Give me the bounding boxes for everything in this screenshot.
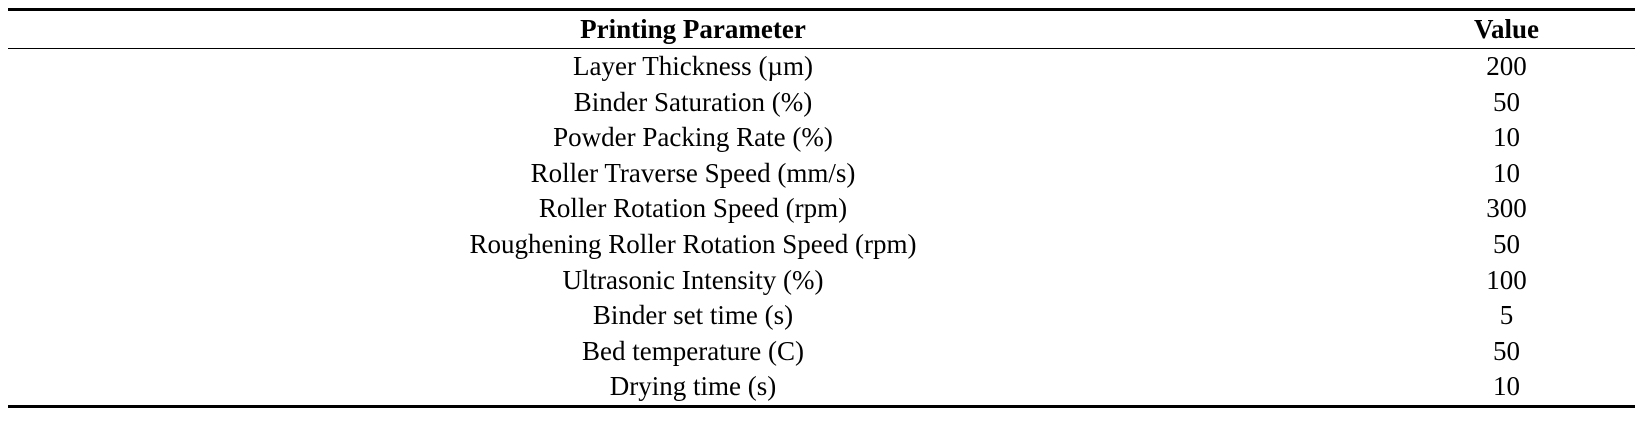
table-row: Binder Saturation (%) 50 [8, 85, 1635, 121]
value-cell: 50 [1493, 228, 1520, 259]
table-row: Bed temperature (C) 50 [8, 334, 1635, 370]
parameter-cell: Roughening Roller Rotation Speed (rpm) [469, 228, 917, 259]
value-cell: 50 [1493, 335, 1520, 366]
value-cell: 100 [1486, 264, 1527, 295]
header-value: Value [1473, 14, 1540, 44]
value-cell: 300 [1486, 193, 1527, 224]
parameter-cell: Ultrasonic Intensity (%) [562, 264, 824, 295]
parameter-table-container: Printing Parameter Value Layer Thickness… [8, 8, 1635, 408]
table-row: Roller Traverse Speed (mm/s) 10 [8, 156, 1635, 192]
parameter-cell: Bed temperature (C) [582, 335, 804, 366]
parameter-cell: Binder set time (s) [592, 300, 794, 331]
table-row: Layer Thickness (µm) 200 [8, 49, 1635, 85]
table-header: Printing Parameter Value [8, 9, 1635, 49]
parameter-cell: Binder Saturation (%) [573, 86, 813, 117]
parameter-cell: Roller Traverse Speed (mm/s) [530, 157, 856, 188]
value-cell: 200 [1486, 51, 1527, 81]
table-body: Layer Thickness (µm) 200 Binder Saturati… [8, 49, 1635, 407]
value-cell: 50 [1493, 86, 1520, 117]
table-row: Drying time (s) 10 [8, 369, 1635, 407]
value-cell: 10 [1493, 157, 1520, 188]
value-cell: 10 [1493, 122, 1520, 153]
parameter-cell: Roller Rotation Speed (rpm) [538, 193, 848, 224]
table-row: Binder set time (s) 5 [8, 298, 1635, 334]
table-row: Roller Rotation Speed (rpm) 300 [8, 191, 1635, 227]
parameter-cell: Drying time (s) [609, 371, 777, 402]
parameter-cell: Powder Packing Rate (%) [553, 122, 833, 153]
table-row: Roughening Roller Rotation Speed (rpm) 5… [8, 227, 1635, 263]
printing-parameter-table: Printing Parameter Value Layer Thickness… [8, 8, 1635, 408]
table-row: Powder Packing Rate (%) 10 [8, 120, 1635, 156]
value-cell: 5 [1499, 300, 1514, 331]
table-row: Ultrasonic Intensity (%) 100 [8, 263, 1635, 299]
parameter-cell: Layer Thickness (µm) [573, 51, 813, 81]
header-printing-parameter: Printing Parameter [580, 14, 806, 44]
value-cell: 10 [1493, 371, 1520, 402]
header-row: Printing Parameter Value [8, 9, 1635, 49]
